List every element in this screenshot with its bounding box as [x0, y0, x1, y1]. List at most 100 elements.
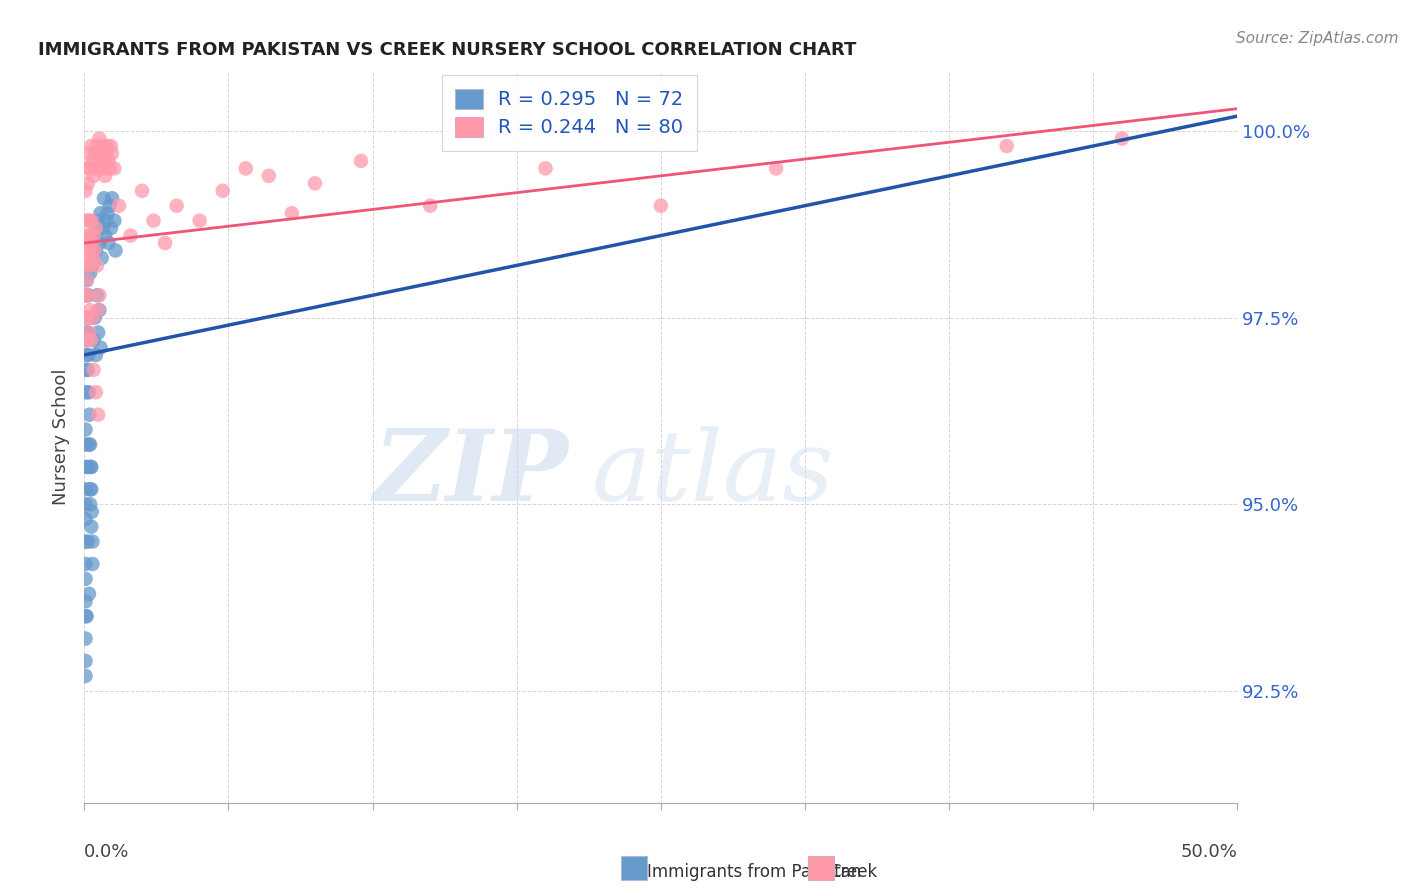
Point: [82, 251, 104, 265]
Point: [75, 184, 97, 198]
Point: [75, 385, 97, 400]
Point: [765, 161, 787, 176]
Point: [82, 310, 104, 325]
Point: [79, 228, 101, 243]
Point: [77, 326, 100, 340]
Point: [75, 235, 97, 250]
Point: [350, 153, 373, 168]
Point: [75, 512, 97, 526]
Legend: R = 0.295   N = 72, R = 0.244   N = 80: R = 0.295 N = 72, R = 0.244 N = 80: [441, 75, 697, 151]
Point: [94, 169, 117, 183]
Point: [77, 146, 100, 161]
Point: [79, 161, 101, 176]
Point: [77, 437, 100, 451]
Point: [281, 206, 304, 220]
Point: [80, 235, 103, 250]
Point: [87, 213, 110, 227]
Point: [76, 363, 98, 377]
Point: [131, 184, 153, 198]
Point: [75, 251, 97, 265]
Point: [84, 221, 107, 235]
Point: [93, 191, 115, 205]
Point: [87, 153, 110, 168]
Point: [76, 273, 98, 287]
Point: [76, 326, 98, 340]
Y-axis label: Nursery School: Nursery School: [52, 368, 70, 506]
Point: [87, 303, 110, 318]
Point: [211, 184, 233, 198]
Text: 0.0%: 0.0%: [84, 843, 129, 861]
Point: [93, 153, 115, 168]
Point: [534, 161, 557, 176]
Point: [76, 459, 98, 474]
Point: [104, 244, 127, 258]
Point: [83, 228, 105, 243]
Point: [419, 199, 441, 213]
Point: [76, 609, 98, 624]
Point: [82, 534, 104, 549]
Point: [91, 221, 114, 235]
Point: [82, 153, 104, 168]
Point: [83, 333, 105, 347]
Point: [84, 385, 107, 400]
Point: [75, 609, 97, 624]
Point: [75, 363, 97, 377]
Point: [80, 459, 103, 474]
Point: [257, 169, 280, 183]
Point: [75, 483, 97, 497]
Point: [79, 497, 101, 511]
Point: [83, 228, 105, 243]
Point: [79, 437, 101, 451]
Point: [77, 385, 100, 400]
Point: [166, 199, 188, 213]
Point: [89, 288, 111, 302]
Point: [80, 259, 103, 273]
Point: [77, 213, 100, 227]
Point: [76, 348, 98, 362]
Text: Immigrants from Pakistan: Immigrants from Pakistan: [647, 863, 860, 881]
Point: [80, 519, 103, 533]
Point: [76, 228, 98, 243]
Point: [76, 259, 98, 273]
Point: [76, 333, 98, 347]
Point: [76, 534, 98, 549]
Point: [83, 310, 105, 325]
Point: [80, 235, 103, 250]
Point: [1111, 131, 1133, 145]
Point: [77, 288, 100, 302]
Point: [86, 139, 108, 153]
Point: [89, 131, 111, 145]
Point: [84, 161, 107, 176]
Point: [94, 228, 117, 243]
Point: [89, 235, 111, 250]
Point: [86, 221, 108, 235]
Point: [76, 273, 98, 287]
Point: [77, 235, 100, 250]
Point: [75, 557, 97, 571]
Point: [87, 326, 110, 340]
Text: atlas: atlas: [592, 426, 834, 521]
Point: [76, 310, 98, 325]
Point: [84, 244, 107, 258]
Point: [80, 213, 103, 227]
Point: [86, 288, 108, 302]
Text: IMMIGRANTS FROM PAKISTAN VS CREEK NURSERY SCHOOL CORRELATION CHART: IMMIGRANTS FROM PAKISTAN VS CREEK NURSER…: [38, 41, 856, 59]
Text: Source: ZipAtlas.com: Source: ZipAtlas.com: [1236, 31, 1399, 46]
Point: [90, 251, 112, 265]
Point: [120, 228, 142, 243]
Point: [79, 483, 101, 497]
Text: ZIP: ZIP: [374, 425, 568, 522]
Point: [75, 437, 97, 451]
Point: [80, 333, 103, 347]
Point: [97, 153, 120, 168]
Point: [86, 259, 108, 273]
Point: [80, 459, 103, 474]
Point: [75, 654, 97, 668]
Point: [98, 161, 121, 176]
Point: [97, 235, 120, 250]
Point: [650, 199, 672, 213]
Point: [98, 199, 121, 213]
Point: [82, 557, 104, 571]
Point: [100, 221, 122, 235]
Point: [188, 213, 211, 227]
